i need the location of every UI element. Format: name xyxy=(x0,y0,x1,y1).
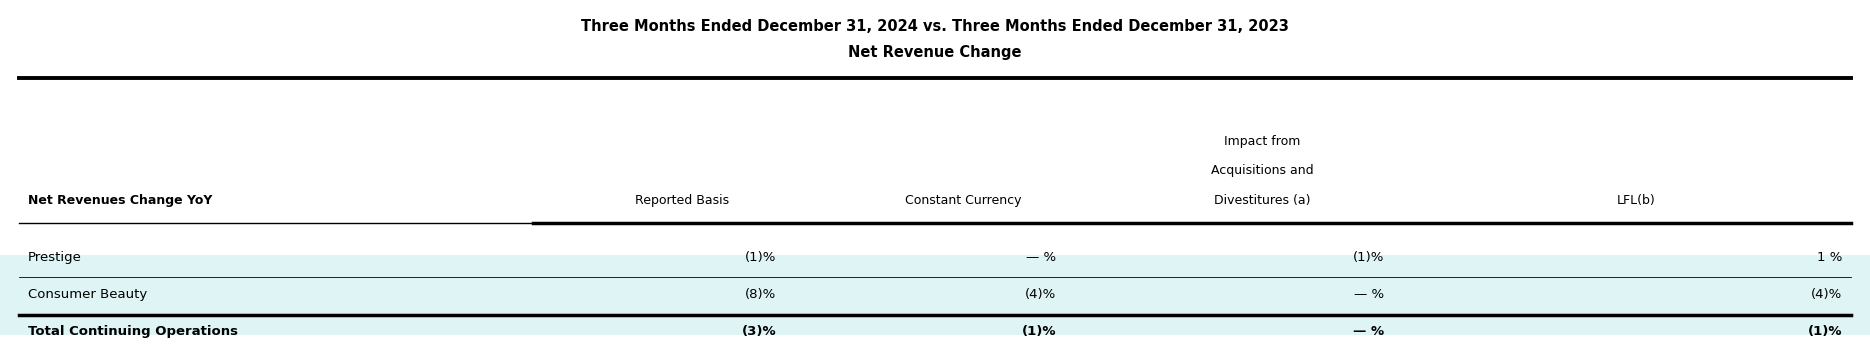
Text: (8)%: (8)% xyxy=(744,288,776,302)
Text: Impact from: Impact from xyxy=(1225,135,1300,148)
Text: (1)%: (1)% xyxy=(1023,325,1057,338)
Text: (1)%: (1)% xyxy=(744,250,776,264)
Text: — %: — % xyxy=(1352,325,1384,338)
Text: Consumer Beauty: Consumer Beauty xyxy=(28,288,148,302)
Text: (1)%: (1)% xyxy=(1808,325,1842,338)
Text: 1 %: 1 % xyxy=(1816,250,1842,264)
Text: Total Continuing Operations: Total Continuing Operations xyxy=(28,325,237,338)
Text: (3)%: (3)% xyxy=(741,325,776,338)
Text: Divestitures (a): Divestitures (a) xyxy=(1214,194,1311,207)
Text: Prestige: Prestige xyxy=(28,250,82,264)
Text: — %: — % xyxy=(1027,250,1057,264)
Text: Three Months Ended December 31, 2024 vs. Three Months Ended December 31, 2023: Three Months Ended December 31, 2024 vs.… xyxy=(582,19,1288,34)
Text: (4)%: (4)% xyxy=(1810,288,1842,302)
Text: (1)%: (1)% xyxy=(1352,250,1384,264)
Text: Constant Currency: Constant Currency xyxy=(905,194,1021,207)
FancyBboxPatch shape xyxy=(0,255,1870,335)
Text: Reported Basis: Reported Basis xyxy=(636,194,729,207)
Text: Net Revenue Change: Net Revenue Change xyxy=(849,45,1021,60)
Text: LFL(b): LFL(b) xyxy=(1618,194,1655,207)
Text: — %: — % xyxy=(1354,288,1384,302)
Text: Net Revenues Change YoY: Net Revenues Change YoY xyxy=(28,194,213,207)
Text: (4)%: (4)% xyxy=(1025,288,1057,302)
Text: Acquisitions and: Acquisitions and xyxy=(1212,164,1313,177)
